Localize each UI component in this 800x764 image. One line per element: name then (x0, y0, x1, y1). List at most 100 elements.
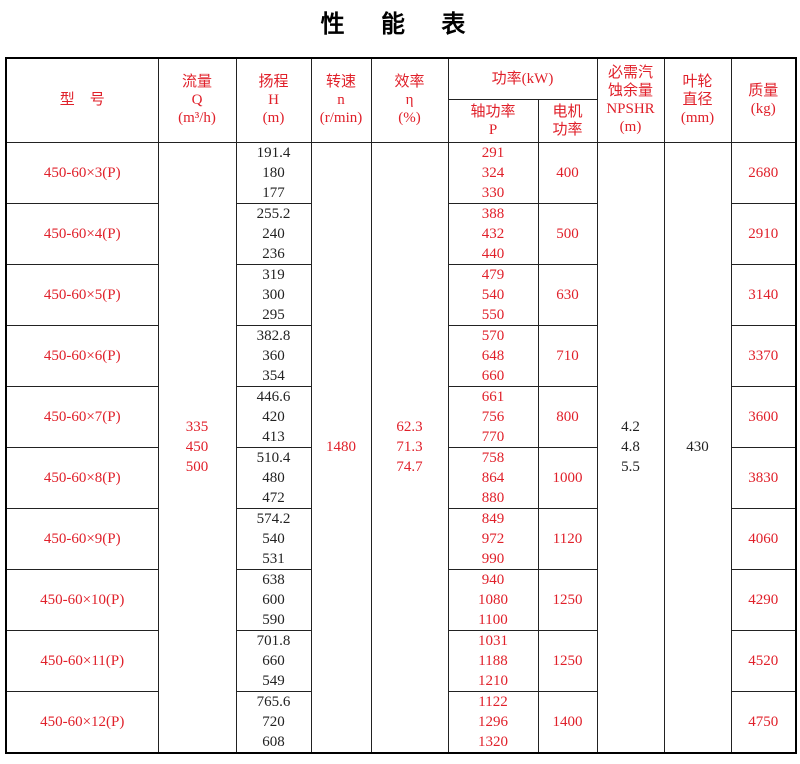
head-cell-value: 236 (262, 245, 285, 262)
mass-cell: 4750 (730, 690, 797, 753)
model-cell: 450-60×6(P) (5, 324, 159, 387)
head-cell-value: 180 (262, 164, 285, 181)
shaft-power-cell: 479 540 550 (447, 263, 539, 326)
npshr-cell-value: 4.2 (621, 419, 640, 435)
shaft-power-cell-value: 440 (481, 245, 505, 262)
head-cell: 574.2 540 531 (235, 507, 312, 570)
efficiency-cell: 62.3 71.3 74.7 (370, 141, 449, 753)
head-cell-value: 413 (262, 428, 285, 445)
model-cell: 450-60×7(P) (5, 385, 159, 448)
head-cell-value: 446.6 (256, 388, 291, 405)
shaft-power-cell: 849 972 990 (447, 507, 539, 570)
shaft-power-cell: 661 756 770 (447, 385, 539, 448)
efficiency-cell-value: 62.3 (396, 419, 423, 435)
shaft-power-cell-value: 1031 (478, 632, 508, 649)
head-cell-value: 382.8 (256, 327, 291, 344)
model-cell: 450-60×3(P) (5, 141, 159, 204)
flow-cell-value: 500 (185, 459, 209, 475)
shaft-power-cell-value: 660 (481, 367, 505, 384)
model-cell: 450-60×12(P) (5, 690, 159, 753)
mass-cell: 3140 (730, 263, 797, 326)
motor-power-cell: 1250 (537, 629, 598, 692)
shaft-power-cell-value: 550 (481, 306, 505, 323)
shaft-power-cell-value: 432 (481, 225, 505, 242)
head-cell-value: 510.4 (256, 449, 291, 466)
head-cell-value: 701.8 (256, 632, 291, 649)
shaft-power-cell-value: 330 (481, 184, 505, 201)
flow-cell-value: 450 (185, 439, 209, 455)
header-impeller: 叶轮 直径 (mm) (663, 57, 732, 143)
npshr-cell-value: 5.5 (621, 459, 640, 475)
model-cell: 450-60×9(P) (5, 507, 159, 570)
shaft-power-cell-value: 1122 (478, 693, 508, 710)
shaft-power-cell: 570 648 660 (447, 324, 539, 387)
motor-power-cell: 710 (537, 324, 598, 387)
shaft-power-cell-value: 291 (481, 144, 505, 161)
shaft-power-cell-value: 570 (481, 327, 505, 344)
page-title: 性 能 表 (320, 10, 480, 38)
head-cell-value: 590 (262, 611, 285, 628)
table-row: 450-60×10(P) 638 600 590 940 1080 1100 1250 4290 (5, 568, 797, 631)
head-cell-value: 608 (262, 733, 285, 750)
head-cell-value: 480 (262, 469, 285, 486)
table-row: 450-60×4(P) 255.2 240 236 388 432 440 500 2910 (5, 202, 797, 265)
header-npshr: 必需汽 蚀余量 NPSHR (m) (596, 57, 665, 143)
model-cell: 450-60×5(P) (5, 263, 159, 326)
header-flow: 流量 Q (m³/h) (157, 57, 237, 143)
shaft-power-cell-value: 648 (481, 347, 505, 364)
shaft-power-cell-value: 1296 (478, 713, 508, 730)
head-cell-value: 765.6 (256, 693, 291, 710)
shaft-power-cell-value: 849 (481, 510, 505, 527)
motor-power-cell: 1120 (537, 507, 598, 570)
model-cell: 450-60×4(P) (5, 202, 159, 265)
shaft-power-cell-value: 324 (481, 164, 505, 181)
head-cell-value: 319 (262, 266, 285, 283)
table-row: 450-60×5(P) 319 300 295 479 540 550 630 3140 (5, 263, 797, 326)
head-cell-value: 360 (262, 347, 285, 364)
flow-cell-value: 335 (185, 419, 209, 435)
shaft-power-cell-value: 1080 (478, 591, 508, 608)
npshr-cell: 4.2 4.8 5.5 (596, 141, 665, 753)
table-row: 450-60×12(P) 765.6 720 608 1122 1296 1320 1400 4… (5, 690, 797, 753)
motor-power-cell: 1250 (537, 568, 598, 631)
motor-power-cell: 1000 (537, 446, 598, 509)
head-cell: 382.8 360 354 (235, 324, 312, 387)
shaft-power-cell: 1031 1188 1210 (447, 629, 539, 692)
performance-table: 型 号 流量 Q (m³/h) 扬程 H (m) 转速 n (r/min) 效率 η (%) 功… (5, 57, 797, 754)
header-power: 功率(kW) (447, 57, 598, 100)
npshr-cell-value: 4.8 (621, 439, 640, 455)
flow-cell: 335 450 500 (157, 141, 237, 753)
mass-cell: 2910 (730, 202, 797, 265)
shaft-power-cell: 1122 1296 1320 (447, 690, 539, 753)
shaft-power-cell-value: 1320 (478, 733, 508, 750)
shaft-power-cell-value: 972 (481, 530, 505, 547)
header-shaft-power: 轴功率 P (447, 98, 539, 143)
head-cell-value: 540 (262, 530, 285, 547)
motor-power-cell: 400 (537, 141, 598, 204)
shaft-power-cell-value: 770 (481, 428, 505, 445)
shaft-power-cell-value: 1188 (478, 652, 508, 669)
header-model: 型 号 (5, 57, 159, 143)
shaft-power-cell: 291 324 330 (447, 141, 539, 204)
head-cell-value: 300 (262, 286, 285, 303)
head-cell: 701.8 660 549 (235, 629, 312, 692)
head-cell-value: 549 (262, 672, 285, 689)
shaft-power-cell-value: 864 (481, 469, 505, 486)
head-cell-value: 255.2 (256, 205, 291, 222)
header-mass: 质量 (kg) (730, 57, 797, 143)
header-head: 扬程 H (m) (235, 57, 312, 143)
head-cell: 191.4 180 177 (235, 141, 312, 204)
shaft-power-cell: 940 1080 1100 (447, 568, 539, 631)
impeller-cell: 430 (663, 141, 732, 753)
header-speed: 转速 n (r/min) (310, 57, 372, 143)
motor-power-cell: 500 (537, 202, 598, 265)
head-cell-value: 531 (262, 550, 285, 567)
shaft-power-cell-value: 661 (481, 388, 505, 405)
model-cell: 450-60×10(P) (5, 568, 159, 631)
motor-power-cell: 1400 (537, 690, 598, 753)
shaft-power-cell-value: 388 (481, 205, 505, 222)
motor-power-cell: 800 (537, 385, 598, 448)
header-motor-power: 电机 功率 (537, 98, 598, 143)
shaft-power-cell-value: 940 (481, 571, 505, 588)
head-cell: 319 300 295 (235, 263, 312, 326)
